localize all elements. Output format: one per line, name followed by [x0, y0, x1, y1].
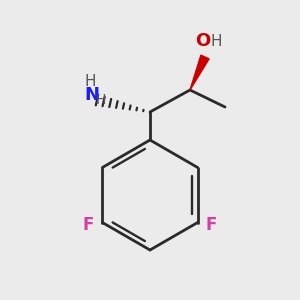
- Text: H: H: [210, 34, 222, 49]
- Polygon shape: [190, 55, 209, 90]
- Text: H: H: [84, 74, 96, 88]
- Text: F: F: [83, 215, 94, 233]
- Text: N: N: [85, 86, 100, 104]
- Text: F: F: [206, 215, 217, 233]
- Text: O: O: [195, 32, 211, 50]
- Text: H: H: [96, 93, 106, 107]
